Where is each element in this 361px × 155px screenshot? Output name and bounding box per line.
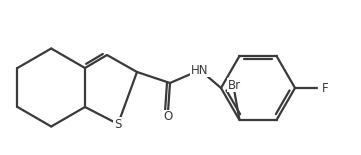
- Text: S: S: [114, 117, 122, 131]
- Text: Br: Br: [228, 79, 241, 92]
- Text: HN: HN: [191, 64, 209, 77]
- Text: O: O: [164, 111, 173, 124]
- Text: F: F: [322, 82, 328, 95]
